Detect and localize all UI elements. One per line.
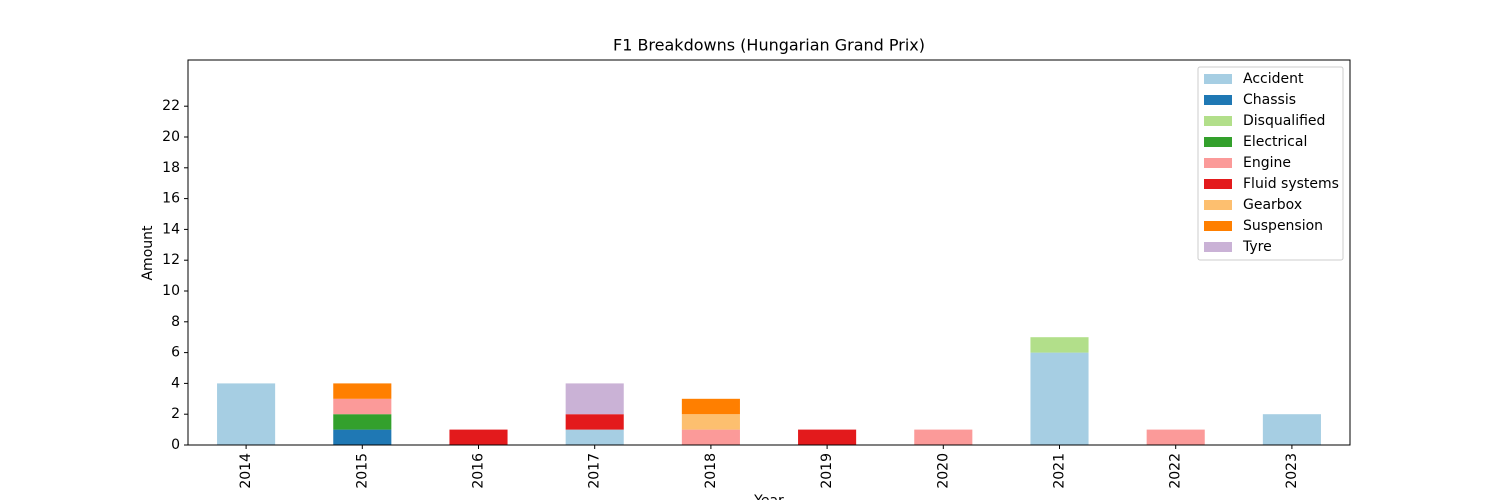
bar-segment	[333, 383, 392, 399]
legend-swatch	[1204, 242, 1232, 252]
legend-swatch	[1204, 74, 1232, 84]
y-tick-label: 20	[162, 129, 180, 145]
bar-segment	[449, 429, 508, 445]
legend-label: Electrical	[1243, 134, 1307, 150]
bar-segment	[1146, 429, 1205, 445]
x-tick-label: 2016	[471, 453, 487, 489]
y-tick-label: 8	[171, 314, 180, 330]
x-tick-label: 2021	[1052, 453, 1068, 489]
y-tick-label: 10	[162, 283, 180, 299]
x-tick-label: 2022	[1168, 453, 1184, 489]
y-tick-label: 6	[171, 345, 180, 361]
legend-label: Suspension	[1243, 218, 1323, 234]
legend-swatch	[1204, 179, 1232, 189]
bar-segment	[681, 398, 740, 415]
legend-swatch	[1204, 158, 1232, 168]
y-tick-label: 12	[162, 252, 180, 268]
y-tick-label: 22	[162, 98, 180, 114]
x-tick-label: 2019	[819, 453, 835, 489]
bar-segment	[565, 383, 624, 415]
legend-label: Tyre	[1242, 239, 1272, 255]
bar-segment	[565, 414, 624, 430]
x-tick-label: 2023	[1284, 453, 1300, 489]
legend-label: Fluid systems	[1243, 176, 1339, 192]
bar-segment	[681, 429, 740, 445]
bar-segment	[1262, 414, 1321, 445]
legend-label: Chassis	[1243, 92, 1296, 108]
bar-segment	[333, 398, 392, 415]
legend-swatch	[1204, 95, 1232, 105]
legend-label: Gearbox	[1243, 197, 1302, 213]
y-tick-label: 4	[171, 375, 180, 391]
x-tick-label: 2017	[587, 453, 603, 489]
plot-frame	[187, 59, 1351, 446]
bar-segment	[681, 414, 740, 430]
legend-box	[1197, 66, 1344, 261]
x-tick-label: 2020	[935, 453, 951, 489]
bar-segment	[914, 429, 973, 445]
y-tick-label: 0	[171, 437, 180, 453]
bar-segment	[798, 429, 857, 445]
y-tick-label: 2	[171, 406, 180, 422]
legend-swatch	[1204, 200, 1232, 210]
y-tick-label: 18	[162, 160, 180, 176]
bar-segment	[217, 383, 276, 445]
bar-segment	[565, 429, 624, 445]
x-tick-label: 2014	[238, 453, 254, 489]
y-axis-label: Amount	[140, 225, 156, 281]
x-tick-label: 2018	[703, 453, 719, 489]
bar-segment	[333, 414, 392, 430]
legend-label: Disqualified	[1243, 113, 1325, 129]
x-axis-label: Year	[753, 493, 784, 500]
y-tick-label: 16	[162, 191, 180, 207]
bar-segment	[1030, 352, 1089, 445]
legend-swatch	[1204, 221, 1232, 231]
bar-segment	[1030, 337, 1089, 353]
legend-label: Accident	[1243, 71, 1304, 87]
x-tick-label: 2015	[354, 453, 370, 489]
legend-label: Engine	[1243, 155, 1291, 171]
bar-segment	[333, 429, 392, 445]
y-tick-label: 14	[162, 221, 180, 237]
legend-swatch	[1204, 116, 1232, 126]
chart-title: F1 Breakdowns (Hungarian Grand Prix)	[613, 36, 925, 55]
legend-swatch	[1204, 137, 1232, 147]
